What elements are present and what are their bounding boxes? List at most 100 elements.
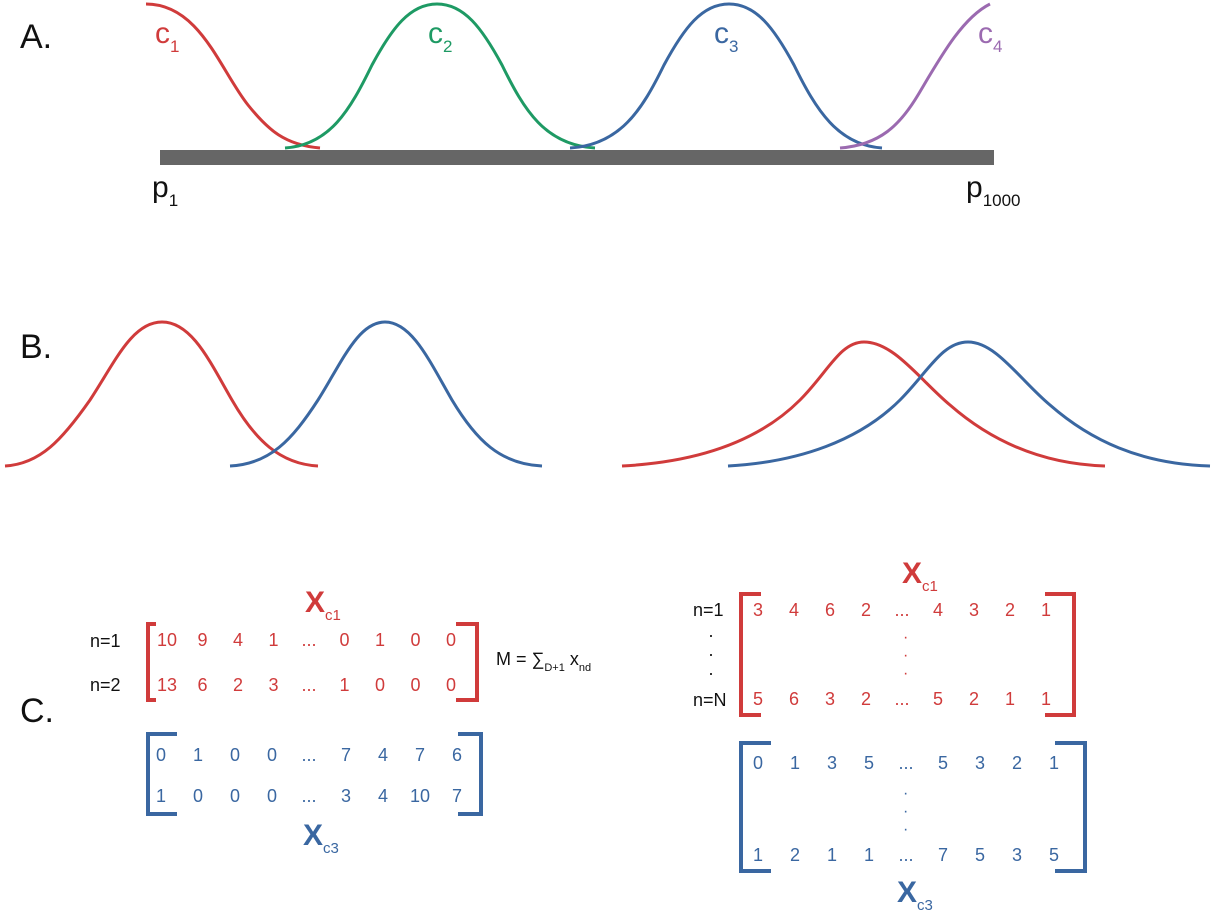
matrix-cell: 1 bbox=[193, 745, 203, 765]
panel-c: C. M = ∑D+1 xnd Xc1 n=1 n=2 10 9 4 1... 0 1 0 0… bbox=[20, 557, 1087, 914]
row-label: n=N bbox=[693, 690, 727, 710]
matrix-cell: 4 bbox=[378, 745, 388, 765]
matrix-cell: 6 bbox=[197, 675, 207, 695]
row-label: n=1 bbox=[693, 600, 724, 620]
matrix-cell: 0 bbox=[267, 786, 277, 806]
axis-end-label: p1000 bbox=[966, 171, 1021, 210]
matrix-cell: 0 bbox=[267, 745, 277, 765]
vdot: · bbox=[903, 785, 908, 802]
right-bottom-bracket-left bbox=[739, 741, 771, 873]
matrix-cell: 0 bbox=[410, 675, 420, 695]
matrix-cell: 5 bbox=[975, 845, 985, 865]
matrix-cell: 2 bbox=[861, 689, 871, 709]
curve-c2 bbox=[284, 2, 596, 150]
matrix-cell: 0 bbox=[230, 745, 240, 765]
vdot: · bbox=[903, 665, 908, 682]
matrix-cell: 5 bbox=[864, 753, 874, 773]
matrix-cell: ... bbox=[301, 630, 316, 650]
matrix-cell: 2 bbox=[861, 600, 871, 620]
row-label: n=2 bbox=[90, 675, 121, 695]
matrix-cell: 1 bbox=[827, 845, 837, 865]
axis-start-label: p1 bbox=[152, 171, 178, 210]
matrix-cell: 1 bbox=[1005, 689, 1015, 709]
matrix-cell: 0 bbox=[446, 675, 456, 695]
formula: M = ∑D+1 xnd bbox=[496, 649, 591, 674]
matrix-cell: 0 bbox=[446, 630, 456, 650]
right-top-bracket-right bbox=[1045, 592, 1076, 717]
matrix-cell: ... bbox=[301, 745, 316, 765]
vdot: · bbox=[903, 803, 908, 820]
left-bottom-matrix: 0 1 0 0... 7 4 7 61 0 0 0... 3 4 10 7 Xc3 bbox=[146, 732, 483, 857]
matrix-cell: ... bbox=[894, 689, 909, 709]
right-top-matrix-name: Xc1 bbox=[902, 557, 938, 595]
right-bottom-matrix-name: Xc3 bbox=[897, 876, 933, 914]
matrix-cell: 3 bbox=[825, 689, 835, 709]
vdot: · bbox=[708, 644, 714, 664]
left-top-bracket-right bbox=[456, 622, 479, 702]
matrix-cell: 3 bbox=[969, 600, 979, 620]
curve-c4 bbox=[839, 2, 991, 150]
panel-a: A. c1 c2 c3 c4 p1 p1000 bbox=[20, 2, 1021, 210]
left-top-matrix-name: Xc1 bbox=[305, 586, 341, 624]
matrix-cell: ... bbox=[301, 786, 316, 806]
matrix-cell: 4 bbox=[933, 600, 943, 620]
matrix-cell: 1 bbox=[790, 753, 800, 773]
matrix-cell: 1 bbox=[1049, 753, 1059, 773]
right-top-bracket-left bbox=[739, 592, 761, 717]
curve-c3 bbox=[569, 2, 883, 150]
matrix-cell: 0 bbox=[230, 786, 240, 806]
matrix-cell: 3 bbox=[827, 753, 837, 773]
curve-b-left-red bbox=[4, 320, 319, 468]
matrix-cell: 7 bbox=[341, 745, 351, 765]
vdot: · bbox=[903, 821, 908, 838]
matrix-cell: 0 bbox=[410, 630, 420, 650]
matrix-cell: 3 bbox=[753, 600, 763, 620]
matrix-cell: 2 bbox=[790, 845, 800, 865]
label-c4: c4 bbox=[978, 17, 1002, 56]
matrix-cell: 4 bbox=[378, 786, 388, 806]
left-bottom-bracket-right bbox=[458, 732, 483, 816]
panel-b-label: B. bbox=[20, 328, 52, 366]
matrix-cell: 5 bbox=[1049, 845, 1059, 865]
vdot: · bbox=[708, 663, 714, 683]
curve-b-left-blue bbox=[229, 320, 543, 468]
matrix-cell: 3 bbox=[268, 675, 278, 695]
matrix-cell: 1 bbox=[339, 675, 349, 695]
matrix-cell: 1 bbox=[156, 786, 166, 806]
matrix-cell: 4 bbox=[233, 630, 243, 650]
panel-a-label: A. bbox=[20, 18, 52, 56]
matrix-cell: 0 bbox=[339, 630, 349, 650]
matrix-cell: 1 bbox=[753, 845, 763, 865]
curve-b-right-blue bbox=[727, 340, 1211, 468]
matrix-cell: 0 bbox=[375, 675, 385, 695]
matrix-cell: 1 bbox=[375, 630, 385, 650]
matrix-cell: 7 bbox=[938, 845, 948, 865]
matrix-cell: ... bbox=[894, 600, 909, 620]
left-bottom-bracket-left bbox=[146, 732, 177, 816]
matrix-cell: 5 bbox=[933, 689, 943, 709]
matrix-cell: 13 bbox=[157, 675, 177, 695]
label-c3: c3 bbox=[714, 17, 738, 56]
matrix-cell: 2 bbox=[1005, 600, 1015, 620]
vdot: · bbox=[903, 647, 908, 664]
matrix-cell: 3 bbox=[1012, 845, 1022, 865]
label-c1: c1 bbox=[155, 17, 179, 56]
label-c2: c2 bbox=[428, 17, 452, 56]
left-top-matrix: Xc1 n=1 n=2 10 9 4 1... 0 1 0 013 6 2 3... 1 0 0 0 bbox=[90, 586, 479, 702]
left-bottom-matrix-name: Xc3 bbox=[303, 819, 339, 857]
vdot: · bbox=[903, 629, 908, 646]
matrix-cell: ... bbox=[898, 753, 913, 773]
matrix-cell: 6 bbox=[452, 745, 462, 765]
matrix-cell: 5 bbox=[938, 753, 948, 773]
matrix-cell: 5 bbox=[753, 689, 763, 709]
matrix-cell: 2 bbox=[1012, 753, 1022, 773]
left-top-bracket-left bbox=[146, 622, 156, 702]
curve-b-right-red bbox=[621, 340, 1106, 468]
matrix-cell: 3 bbox=[975, 753, 985, 773]
matrix-cell: 10 bbox=[410, 786, 430, 806]
panel-c-label: C. bbox=[20, 692, 54, 730]
matrix-cell: 7 bbox=[415, 745, 425, 765]
right-top-matrix: Xc1 n=1 n=N · · · · · · 3 4 6 2... 4 3 2 1 5 6 3 2.… bbox=[693, 557, 1076, 717]
matrix-cell: 0 bbox=[193, 786, 203, 806]
